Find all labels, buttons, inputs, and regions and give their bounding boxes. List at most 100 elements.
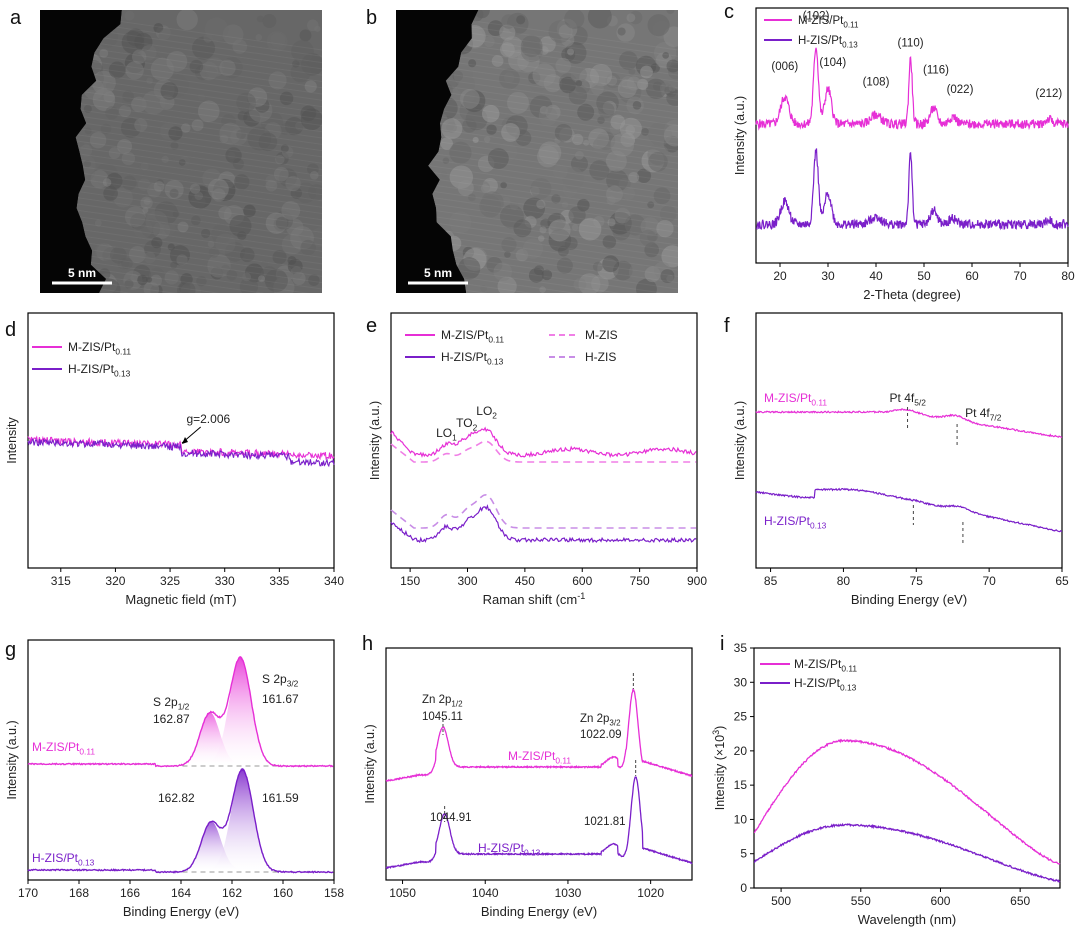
specimen-texture: [177, 281, 196, 293]
lattice-fringe: [396, 185, 678, 227]
specimen-texture: [501, 14, 516, 29]
specimen-texture: [500, 181, 507, 189]
lattice-fringe: [40, 173, 322, 215]
lattice-fringe: [396, 154, 678, 196]
specimen-texture: [218, 206, 232, 220]
specimen-texture: [662, 51, 670, 59]
specimen-texture: [207, 240, 215, 248]
specimen-texture: [308, 184, 322, 201]
specimen-texture: [522, 238, 544, 259]
legend-entry-1-main: H-ZIS/Pt: [794, 676, 841, 690]
peak-annotation-sub: 7/2: [990, 413, 1002, 423]
specimen-texture: [568, 206, 586, 224]
fitted-component: [168, 768, 296, 870]
specimen-texture: [142, 207, 149, 214]
series-label-0-main: M-ZIS/Pt: [764, 391, 812, 405]
specimen-texture: [636, 168, 652, 183]
specimen-texture: [178, 159, 186, 166]
specimen-texture: [273, 166, 289, 182]
specimen-texture: [626, 13, 636, 23]
y-axis-label: Intensity (×103): [711, 726, 727, 811]
x-axis-label: 2-Theta (degree): [863, 287, 961, 302]
mode-annotation: TO2: [456, 416, 477, 433]
y-tick-label: 30: [734, 675, 748, 689]
specimen-texture: [243, 204, 256, 218]
x-tick-label: 750: [630, 574, 650, 588]
mode-annotation-main: LO: [476, 404, 492, 418]
specimen-texture: [177, 221, 189, 233]
lattice-fringe: [396, 173, 678, 215]
specimen-texture: [158, 27, 179, 48]
specimen-texture: [458, 257, 481, 280]
specimen-texture: [571, 133, 584, 146]
series-label-0-sub: 0.11: [811, 398, 827, 408]
panel-a: 5 nm a: [10, 7, 322, 293]
x-tick-label: 80: [837, 574, 851, 588]
specimen-texture: [507, 91, 530, 114]
specimen-texture: [124, 279, 134, 289]
specimen-texture: [602, 235, 617, 249]
specimen-texture: [666, 59, 678, 73]
specimen-texture: [125, 61, 144, 80]
specimen-texture: [110, 246, 127, 264]
lattice-fringe: [40, 198, 322, 240]
specimen-texture: [161, 155, 169, 164]
series-line-0: [385, 688, 693, 782]
specimen-texture: [539, 36, 556, 53]
specimen-texture: [554, 123, 573, 142]
specimen-texture: [442, 157, 450, 164]
series-line-0: [27, 656, 334, 768]
panel-i: i 500 550 600 650 Wavelength (nm) 0 5 10 15 20 25 30…: [711, 633, 1061, 927]
specimen-texture: [176, 254, 188, 266]
panel-d: d 315 320 325 330 335 340 Magnetic field (mT) In…: [5, 312, 344, 607]
series-line-1: [385, 776, 693, 869]
x-tick-label: 1020: [637, 886, 664, 900]
specimen-texture: [132, 49, 147, 64]
peak-value: 161.67: [262, 692, 299, 706]
specimen-texture: [285, 175, 301, 192]
specimen-texture: [207, 254, 231, 278]
specimen-texture: [660, 269, 675, 284]
specimen-texture: [113, 187, 133, 208]
specimen-texture: [552, 164, 568, 180]
specimen-texture: [304, 80, 317, 93]
specimen-texture: [191, 215, 201, 226]
peak-annotation-main: Zn 2p: [422, 694, 451, 706]
specimen-texture: [607, 218, 616, 227]
specimen-texture: [164, 270, 179, 285]
specimen-texture: [205, 67, 218, 80]
specimen-texture: [516, 15, 526, 25]
series-label-0-main: M-ZIS/Pt: [32, 740, 80, 754]
specimen-texture: [591, 274, 609, 293]
specimen-texture: [641, 127, 650, 136]
legend-entry-0: M-ZIS/Pt0.11: [798, 15, 859, 29]
legend-entry-1: H-ZIS/Pt0.13: [68, 362, 131, 379]
x-tick-label: 166: [120, 886, 140, 900]
specimen-texture: [134, 118, 148, 132]
x-tick-label: 70: [982, 574, 996, 588]
specimen-texture: [480, 285, 487, 292]
specimen-texture: [653, 187, 671, 205]
peak-annotation: (116): [923, 65, 949, 77]
specimen-texture: [300, 108, 322, 131]
specimen-texture: [513, 219, 532, 238]
specimen-texture: [555, 57, 571, 74]
series-label-1: H-ZIS/Pt0.13: [764, 514, 827, 531]
specimen-texture: [91, 70, 116, 95]
specimen-texture: [309, 171, 319, 180]
specimen-texture: [589, 160, 610, 181]
panel-label: g: [5, 639, 16, 661]
specimen-texture: [562, 167, 585, 190]
specimen: [396, 10, 678, 293]
specimen-texture: [481, 104, 500, 123]
peak-annotation: Pt 4f5/2: [890, 391, 927, 408]
x-tick-label: 170: [18, 886, 38, 900]
specimen-texture: [122, 175, 137, 191]
specimen-texture: [530, 178, 552, 199]
x-tick-label: 1040: [472, 886, 499, 900]
y-axis-label: Intensity (a.u.): [368, 401, 382, 480]
specimen-texture: [567, 48, 575, 56]
specimen-texture: [539, 286, 546, 293]
specimen-texture: [483, 36, 495, 48]
